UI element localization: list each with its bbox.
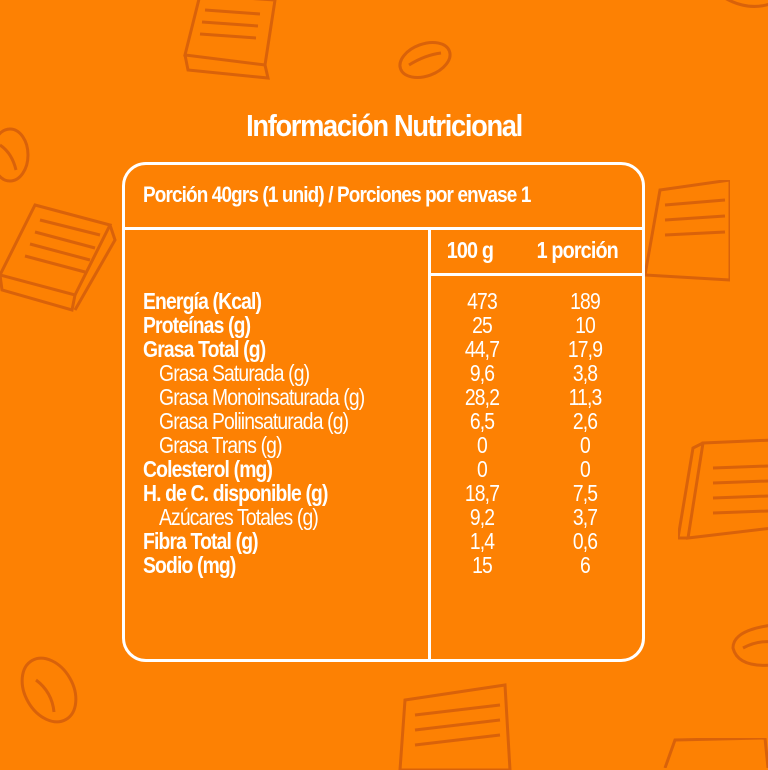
column-divider [428,230,431,659]
table-row: Azúcares Totales (g) 9,2 3,7 [125,505,642,529]
nutrient-label: Proteínas (g) [143,312,251,338]
nutrient-label: Grasa Poliinsaturada (g) [159,408,349,434]
nutrient-rows: Energía (Kcal) 473 189 Proteínas (g) 25 10 G… [125,289,642,577]
value-portion: 0 [580,456,591,482]
value-portion: 7,5 [572,480,598,506]
chocolate-piece-icon [0,200,120,315]
value-portion: 10 [575,312,596,338]
column-header-portion: 1 porción [536,237,619,263]
portion-text: Porción 40grs (1 unid) / Porciones por e… [143,182,531,207]
chocolate-piece-icon [180,0,280,80]
table-row: Proteínas (g) 25 10 [125,313,642,337]
value-100g: 6,5 [469,408,495,434]
value-100g: 9,2 [469,504,495,530]
value-100g: 18,7 [464,480,500,506]
almond-icon [14,650,84,730]
table-row: Grasa Poliinsaturada (g) 6,5 2,6 [125,409,642,433]
chocolate-piece-icon [640,180,730,290]
table-row: Energía (Kcal) 473 189 [125,289,642,313]
value-portion: 0,6 [572,528,598,554]
value-100g: 25 [472,312,493,338]
nutrient-label: Energía (Kcal) [143,288,262,314]
value-100g: 15 [472,552,493,578]
nutrient-label: Grasa Total (g) [143,336,266,362]
value-100g: 44,7 [464,336,500,362]
almond-icon [395,35,455,85]
value-100g: 0 [477,432,488,458]
table-row: Fibra Total (g) 1,4 0,6 [125,529,642,553]
almond-icon [728,620,768,670]
nutrient-label: Grasa Saturada (g) [159,360,310,386]
chocolate-piece-icon [395,680,515,770]
nutrient-label: Azúcares Totales (g) [159,504,319,530]
nutrient-label: Fibra Total (g) [143,528,259,554]
header-divider [431,273,642,276]
chocolate-piece-icon [678,438,768,548]
value-100g: 0 [477,456,488,482]
chocolate-piece-icon [660,738,768,768]
value-portion: 11,3 [568,384,603,410]
value-100g: 1,4 [469,528,495,554]
page-title: Información Nutricional [246,108,523,143]
value-portion: 3,7 [572,504,598,530]
portion-header: Porción 40grs (1 unid) / Porciones por e… [125,165,642,230]
almond-icon [0,125,40,185]
value-portion: 3,8 [572,360,598,386]
value-100g: 28,2 [464,384,500,410]
value-portion: 189 [570,288,601,314]
nutrient-label: H. de C. disponible (g) [143,480,328,506]
table-row: Sodio (mg) 15 6 [125,553,642,577]
nutrient-label: Grasa Trans (g) [159,432,283,458]
column-header-100g: 100 g [446,237,494,263]
table-row: Grasa Saturada (g) 9,6 3,8 [125,361,642,385]
value-portion: 6 [580,552,591,578]
nutrient-label: Grasa Monoinsaturada (g) [159,384,365,410]
table-row: Colesterol (mg) 0 0 [125,457,642,481]
nutrient-label: Sodio (mg) [143,552,236,578]
table-row: Grasa Monoinsaturada (g) 28,2 11,3 [125,385,642,409]
table-row: Grasa Total (g) 44,7 17,9 [125,337,642,361]
nutrient-label: Colesterol (mg) [143,456,273,482]
value-portion: 17,9 [567,336,603,362]
value-portion: 0 [580,432,591,458]
nutrition-facts-table: Porción 40grs (1 unid) / Porciones por e… [122,162,645,662]
table-row: H. de C. disponible (g) 18,7 7,5 [125,481,642,505]
chocolate-piece-icon [720,0,768,20]
value-100g: 473 [467,288,498,314]
table-row: Grasa Trans (g) 0 0 [125,433,642,457]
value-portion: 2,6 [572,408,598,434]
value-100g: 9,6 [469,360,495,386]
